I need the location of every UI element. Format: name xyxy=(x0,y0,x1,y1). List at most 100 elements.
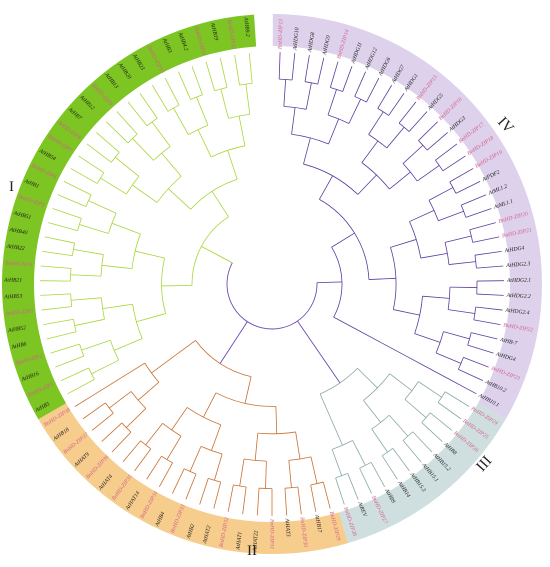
leaf-label: AtHDG8 xyxy=(307,32,316,54)
clade-i-branch xyxy=(191,66,203,95)
clade-i-arc xyxy=(77,218,82,231)
clade-iv-arc xyxy=(327,114,350,124)
clade-iii-branch xyxy=(370,462,386,487)
clade-ii-branch xyxy=(173,340,196,357)
leaf-label: AtHB19 xyxy=(209,21,219,41)
clade-iv-arc xyxy=(444,242,450,265)
clade-ii-branch xyxy=(189,446,202,472)
clade-i-branch xyxy=(219,57,228,88)
clade-iv-branch xyxy=(435,143,458,161)
clade-iv-arc xyxy=(368,134,388,149)
clade-iii-branch xyxy=(352,440,366,466)
clade-ii-branch xyxy=(109,391,132,409)
clade-iv-branch xyxy=(357,329,382,344)
clade-i-branch xyxy=(73,248,104,255)
clade-iv-branch xyxy=(461,194,487,206)
tree-branches xyxy=(40,52,504,516)
clade-iv-branch xyxy=(327,89,337,116)
clade-iv-branch xyxy=(368,277,396,280)
leaf-label: AtHB21 xyxy=(3,277,22,283)
clade-iv-branch xyxy=(465,208,492,218)
clade-iv-arc xyxy=(390,247,397,310)
clade-i-arc xyxy=(72,242,75,256)
clade-label-ii: II xyxy=(247,543,257,559)
clade-ii-branch xyxy=(284,488,288,516)
clade-iv-arc xyxy=(303,163,359,195)
clade-i-branch xyxy=(161,152,182,177)
clade-iv-arc xyxy=(283,105,307,110)
clade-iv-branch xyxy=(357,174,377,195)
clade-i-branch xyxy=(102,303,133,310)
clade-ii-branch xyxy=(172,468,185,494)
clade-i-branch xyxy=(70,274,101,277)
leaf-label: BnHD-ZIP22 xyxy=(503,322,534,333)
clade-iv-arc xyxy=(435,331,444,354)
clade-i-branch xyxy=(55,355,84,368)
clade-iv-branch xyxy=(476,265,504,269)
clade-i-branch xyxy=(136,313,166,323)
clade-iv-arc xyxy=(330,87,343,92)
clade-ii-branch xyxy=(121,362,146,378)
clade-band-iii xyxy=(338,403,506,544)
clade-i-arc xyxy=(188,124,209,135)
clade-iv-branch xyxy=(381,342,406,356)
leaf-label: AtHDG2.3 xyxy=(505,261,531,269)
clade-iv-arc xyxy=(428,200,439,221)
clade-ii-branch xyxy=(211,424,222,451)
clade-iii-branch xyxy=(389,373,413,392)
clade-iii-branch xyxy=(357,367,378,389)
clade-i-branch xyxy=(44,236,75,244)
clade-iii-arc xyxy=(421,412,431,423)
clade-i-branch xyxy=(114,338,143,351)
clade-iv-branch xyxy=(444,235,472,243)
clade-iii-branch xyxy=(421,422,443,442)
clade-label-i: I xyxy=(9,179,14,195)
clade-iii-branch xyxy=(319,393,332,420)
clade-i-arc xyxy=(190,94,203,100)
clade-iv-branch xyxy=(473,319,501,326)
clade-bands xyxy=(1,14,542,554)
leaf-label: AtREV xyxy=(356,500,368,518)
clade-ii-branch xyxy=(275,406,278,434)
clade-iii-arc xyxy=(381,448,394,457)
clade-iii-branch xyxy=(412,431,433,453)
clade-iii-branch xyxy=(359,468,372,494)
clade-iv-branch xyxy=(449,168,474,183)
clade-i-branch xyxy=(105,121,129,144)
clade-i-branch xyxy=(40,265,72,269)
clade-iv-branch xyxy=(278,52,281,80)
leaf-label: BnHD-ZIP12 xyxy=(226,19,237,50)
clade-ii-branch xyxy=(185,473,197,500)
clade-ii-arc xyxy=(186,407,221,426)
clade-iv-arc xyxy=(473,306,477,320)
clade-ii-branch xyxy=(244,376,252,404)
clade-ii-arc xyxy=(200,445,223,455)
clade-ii-branch xyxy=(137,381,160,401)
clade-ii-arc xyxy=(161,455,173,464)
clade-iv-arc xyxy=(474,255,477,269)
clade-ii-arc xyxy=(310,481,324,486)
clade-i-arc xyxy=(132,304,143,339)
leaf-label: AtHB17 xyxy=(313,513,323,533)
clade-iii-arc xyxy=(335,473,348,479)
clade-iv-branch xyxy=(402,144,424,164)
clade-iv-branch xyxy=(458,369,484,381)
clade-iv-branch xyxy=(420,253,448,259)
clade-iv-arc xyxy=(469,229,474,243)
clade-iv-branch xyxy=(474,250,502,256)
clade-ii-arc xyxy=(183,468,197,475)
clade-i-branch xyxy=(86,143,112,163)
clade-iv-branch xyxy=(428,367,453,382)
clade-iv-arc xyxy=(279,78,293,81)
clade-iv-branch xyxy=(377,85,393,109)
leaf-label: BnHD-ZIP13 xyxy=(277,19,284,50)
clade-ii-branch xyxy=(213,481,222,509)
clade-iv-branch xyxy=(304,54,310,82)
clade-iv-branch xyxy=(303,137,311,165)
clade-iv-branch xyxy=(398,101,417,124)
clade-iii-arc xyxy=(332,440,353,450)
clade-iv-arc xyxy=(447,287,451,310)
clade-ii-branch xyxy=(171,407,188,431)
clade-ii-arc xyxy=(284,486,298,489)
clade-ii-arc xyxy=(130,391,147,409)
